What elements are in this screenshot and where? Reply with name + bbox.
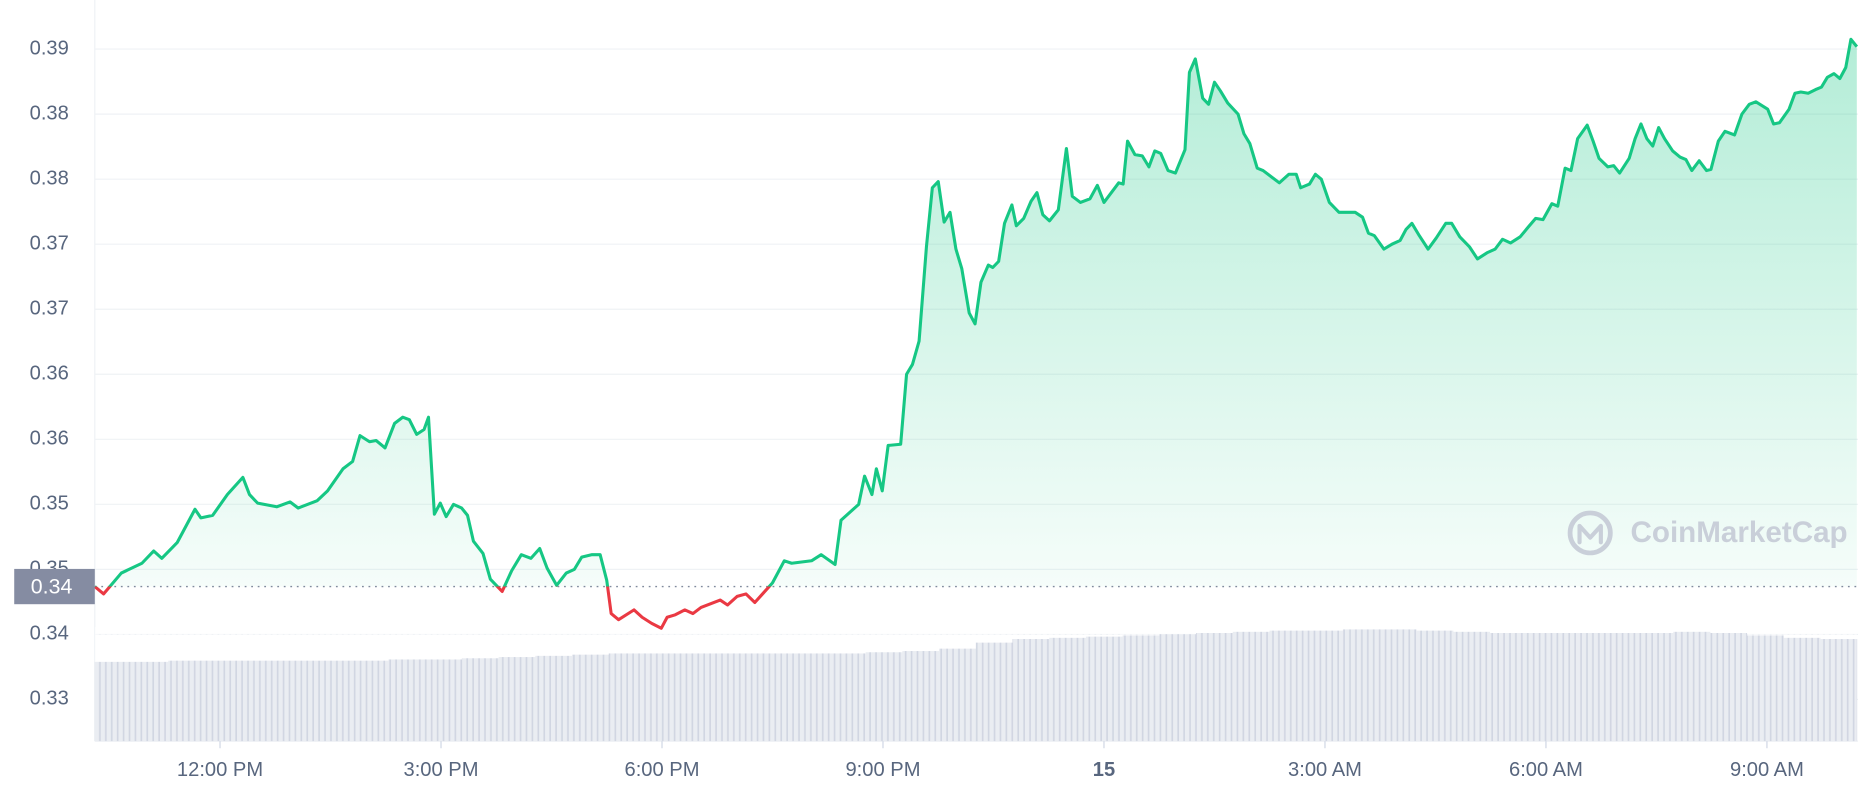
- x-tick-label: 9:00 PM: [845, 759, 920, 781]
- y-tick-label: 0.38: [30, 102, 69, 124]
- line-layer: [93, 37, 1858, 630]
- y-tick-label: 0.35: [30, 493, 69, 515]
- x-tick-label: 3:00 PM: [404, 759, 479, 781]
- y-tick-label: 0.37: [30, 298, 69, 320]
- watermark-text: CoinMarketCap: [1630, 516, 1847, 549]
- y-tick-label: 0.36: [30, 428, 69, 450]
- reference-label: 0.34: [31, 574, 73, 598]
- y-tick-label: 0.39: [30, 37, 69, 59]
- area-layer: [94, 39, 1857, 587]
- y-tick-label: 0.34: [30, 623, 69, 645]
- x-tick-label: 3:00 AM: [1288, 759, 1362, 781]
- price-area: [94, 39, 1857, 587]
- watermark-logo-mark: [1577, 523, 1603, 545]
- volume-stripes: [94, 627, 1857, 742]
- x-tick-label: 6:00 PM: [625, 759, 700, 781]
- y-tick-label: 0.37: [30, 233, 69, 255]
- x-tick-label: 9:00 AM: [1730, 759, 1804, 781]
- axis-layer: 0.390.380.380.370.370.360.360.350.350.34…: [14, 37, 1804, 781]
- x-tick-label: 12:00 PM: [177, 759, 263, 781]
- y-tick-label: 0.38: [30, 167, 69, 189]
- price-line-up: [94, 37, 1858, 587]
- y-tick-label: 0.36: [30, 363, 69, 385]
- x-tick-label: 6:00 AM: [1509, 759, 1583, 781]
- watermark: CoinMarketCap: [1567, 510, 1848, 556]
- volume-layer: [94, 627, 1858, 742]
- y-tick-label: 0.33: [30, 688, 69, 710]
- watermark-logo: [1567, 510, 1613, 556]
- reference-badge: [14, 568, 95, 605]
- x-tick-label: 15: [1093, 759, 1115, 781]
